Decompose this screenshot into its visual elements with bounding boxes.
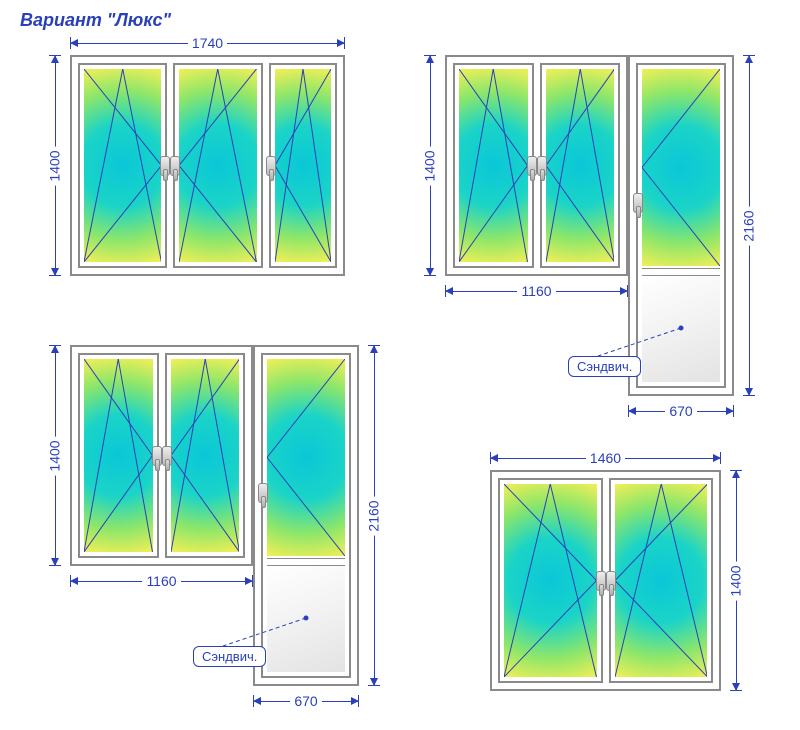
dimension-label: 1740 bbox=[188, 35, 227, 51]
dimension-label: 2160 bbox=[366, 496, 382, 535]
glass-pane bbox=[504, 484, 597, 677]
window-handle-icon bbox=[162, 446, 172, 466]
dimension-label: 1400 bbox=[47, 146, 63, 185]
window-frame bbox=[70, 345, 253, 566]
window-sash bbox=[78, 63, 167, 268]
callout-label: Сэндвич. bbox=[568, 356, 641, 377]
window-handle-icon bbox=[152, 446, 162, 466]
dimension-vertical: 1400 bbox=[726, 470, 746, 691]
glass-pane bbox=[459, 69, 528, 262]
window-handle-icon bbox=[527, 156, 537, 176]
door-handle-icon bbox=[633, 193, 643, 213]
dimension-label: 1160 bbox=[517, 283, 555, 299]
callout-label: Сэндвич. bbox=[193, 646, 266, 667]
window-sash bbox=[78, 353, 159, 558]
dimension-horizontal: 1160 bbox=[70, 571, 253, 591]
dimension-label: 1460 bbox=[586, 450, 625, 466]
glass-pane bbox=[84, 359, 153, 552]
glass-pane bbox=[546, 69, 615, 262]
sash-row bbox=[72, 347, 251, 564]
dimension-vertical: 2160 bbox=[364, 345, 384, 686]
window-handle-icon bbox=[160, 156, 170, 176]
sash-row bbox=[492, 472, 719, 689]
window-sash bbox=[173, 63, 262, 268]
dimension-label: 1400 bbox=[422, 146, 438, 185]
window-sash bbox=[540, 63, 621, 268]
page-title: Вариант "Люкс" bbox=[20, 10, 171, 31]
dimension-vertical: 1400 bbox=[45, 55, 65, 276]
window-sash bbox=[165, 353, 246, 558]
dimension-label: 670 bbox=[290, 693, 321, 709]
window-sash bbox=[609, 478, 714, 683]
glass-pane bbox=[267, 359, 345, 556]
glass-pane bbox=[171, 359, 240, 552]
window-frame bbox=[490, 470, 721, 691]
dimension-horizontal: 670 bbox=[628, 401, 734, 421]
window-sash bbox=[453, 63, 534, 268]
window-frame bbox=[445, 55, 628, 276]
dimension-horizontal: 1160 bbox=[445, 281, 628, 301]
dimension-vertical: 1400 bbox=[420, 55, 440, 276]
window-sash bbox=[498, 478, 603, 683]
dimension-label: 670 bbox=[665, 403, 696, 419]
glass-pane bbox=[84, 69, 161, 262]
dimension-horizontal: 1740 bbox=[70, 33, 345, 53]
dimension-vertical: 1400 bbox=[45, 345, 65, 566]
glass-pane bbox=[275, 69, 331, 262]
glass-pane bbox=[615, 484, 708, 677]
window-handle-icon bbox=[266, 156, 276, 176]
window-handle-icon bbox=[606, 571, 616, 591]
glass-pane bbox=[642, 69, 720, 266]
window-handle-icon bbox=[596, 571, 606, 591]
dimension-label: 1400 bbox=[47, 436, 63, 475]
dimension-vertical: 2160 bbox=[739, 55, 759, 396]
dimension-label: 1160 bbox=[142, 573, 180, 589]
dimension-horizontal: 670 bbox=[253, 691, 359, 711]
sash-row bbox=[447, 57, 626, 274]
window-sash bbox=[269, 63, 337, 268]
glass-pane bbox=[179, 69, 256, 262]
window-frame bbox=[70, 55, 345, 276]
sash-row bbox=[72, 57, 343, 274]
dimension-label: 2160 bbox=[741, 206, 757, 245]
window-handle-icon bbox=[170, 156, 180, 176]
window-handle-icon bbox=[537, 156, 547, 176]
diagram-canvas: Вариант "Люкс" 1740 1400 1400 2160 1160 670 Сэн… bbox=[0, 0, 800, 730]
door-handle-icon bbox=[258, 483, 268, 503]
dimension-label: 1400 bbox=[728, 561, 744, 600]
dimension-horizontal: 1460 bbox=[490, 448, 721, 468]
